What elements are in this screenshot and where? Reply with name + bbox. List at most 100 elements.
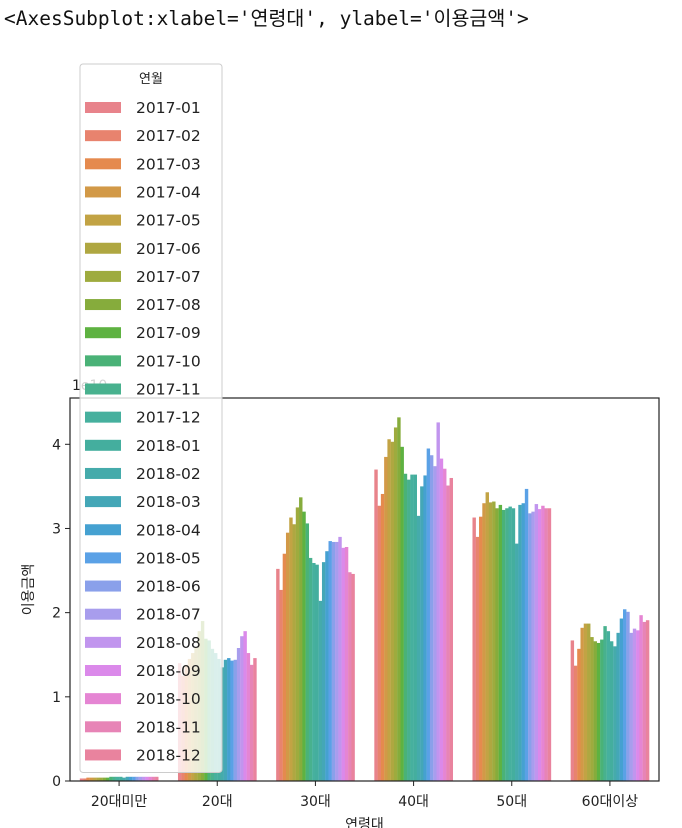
legend-swatch bbox=[85, 270, 121, 282]
legend-swatch bbox=[85, 158, 121, 170]
bar bbox=[227, 658, 231, 781]
bar bbox=[151, 776, 156, 781]
bar bbox=[86, 777, 90, 781]
bar bbox=[492, 501, 496, 781]
bar bbox=[645, 620, 650, 781]
bar bbox=[115, 776, 120, 781]
legend-swatch bbox=[85, 721, 121, 733]
bar bbox=[642, 621, 647, 781]
bar bbox=[613, 646, 617, 781]
bar bbox=[475, 536, 480, 781]
y-tick-label: 0 bbox=[52, 774, 61, 790]
bar bbox=[282, 553, 287, 781]
bar bbox=[295, 507, 300, 781]
bar bbox=[413, 474, 417, 781]
bar bbox=[387, 439, 391, 781]
bar bbox=[338, 536, 342, 781]
bar bbox=[148, 776, 152, 781]
bar bbox=[289, 517, 293, 781]
axes-repr-output: <AxesSubplot:xlabel='연령대', ylabel='이용금액'… bbox=[4, 7, 529, 30]
bar bbox=[541, 505, 545, 781]
bar bbox=[531, 511, 535, 781]
legend-label: 2018-08 bbox=[136, 634, 201, 652]
bar bbox=[246, 653, 251, 781]
bar bbox=[135, 776, 139, 781]
bar bbox=[426, 448, 431, 781]
bar bbox=[112, 776, 116, 781]
bar bbox=[410, 474, 414, 781]
bar bbox=[145, 776, 149, 781]
bar bbox=[299, 497, 303, 781]
legend-swatch bbox=[85, 552, 121, 564]
legend-swatch bbox=[85, 102, 121, 113]
bar bbox=[429, 455, 434, 781]
legend-swatch bbox=[85, 580, 121, 592]
legend-swatch bbox=[85, 496, 121, 508]
bar bbox=[439, 458, 444, 781]
bar bbox=[400, 446, 404, 781]
legend-label: 2018-06 bbox=[136, 578, 201, 596]
bar bbox=[488, 502, 493, 781]
bar bbox=[390, 441, 395, 781]
bar bbox=[393, 427, 398, 781]
bar bbox=[318, 600, 323, 781]
bar bbox=[495, 508, 499, 781]
bar bbox=[482, 503, 486, 781]
y-axis: 0 1 2 3 4 bbox=[52, 437, 70, 790]
bar bbox=[96, 777, 100, 781]
y-tick-label: 2 bbox=[52, 606, 61, 622]
legend-swatch bbox=[85, 665, 121, 676]
x-tick-label: 20대 bbox=[202, 794, 233, 810]
bar bbox=[132, 776, 136, 781]
legend-label: 2017-05 bbox=[136, 212, 201, 230]
legend-label: 2018-02 bbox=[136, 465, 201, 483]
bar bbox=[515, 543, 519, 781]
bar bbox=[521, 503, 525, 781]
bar bbox=[472, 517, 476, 781]
bar bbox=[83, 778, 87, 781]
legend-label: 2017-06 bbox=[136, 240, 201, 258]
bar bbox=[420, 486, 424, 781]
bar bbox=[626, 611, 630, 781]
bar bbox=[279, 589, 283, 781]
bar bbox=[348, 572, 352, 781]
bar bbox=[443, 468, 447, 781]
bar bbox=[609, 641, 614, 781]
bar bbox=[253, 658, 257, 781]
bar bbox=[315, 564, 319, 781]
bar bbox=[446, 485, 450, 781]
legend-label: 2018-12 bbox=[136, 746, 201, 764]
bar bbox=[374, 469, 378, 781]
bar bbox=[341, 547, 346, 781]
y-tick-label: 3 bbox=[52, 521, 61, 537]
bar bbox=[89, 777, 94, 781]
bar bbox=[600, 639, 604, 781]
legend-label: 2018-10 bbox=[136, 690, 201, 708]
bar bbox=[623, 609, 627, 781]
bar bbox=[302, 511, 306, 781]
bar bbox=[629, 632, 633, 781]
x-tick-label: 40대 bbox=[398, 794, 429, 810]
legend-label: 2017-03 bbox=[136, 155, 201, 173]
legend-swatch bbox=[85, 439, 121, 451]
bar bbox=[632, 628, 637, 781]
bar bbox=[308, 557, 313, 781]
legend-swatch bbox=[85, 186, 121, 198]
bar bbox=[79, 778, 84, 781]
bar bbox=[570, 640, 575, 781]
bar bbox=[384, 456, 388, 781]
legend-label: 2018-05 bbox=[136, 549, 201, 567]
legend-label: 2017-02 bbox=[136, 127, 201, 145]
bar bbox=[312, 562, 316, 781]
legend-box bbox=[79, 63, 223, 773]
bar bbox=[125, 776, 130, 781]
legend-label: 2018-04 bbox=[136, 521, 201, 539]
x-tick-label: 30대 bbox=[300, 794, 331, 810]
bar bbox=[619, 618, 624, 781]
bar bbox=[616, 632, 620, 781]
bar bbox=[331, 541, 336, 781]
legend-label: 2017-08 bbox=[136, 296, 201, 314]
bar bbox=[276, 568, 280, 781]
legend-label: 2017-04 bbox=[136, 183, 201, 201]
